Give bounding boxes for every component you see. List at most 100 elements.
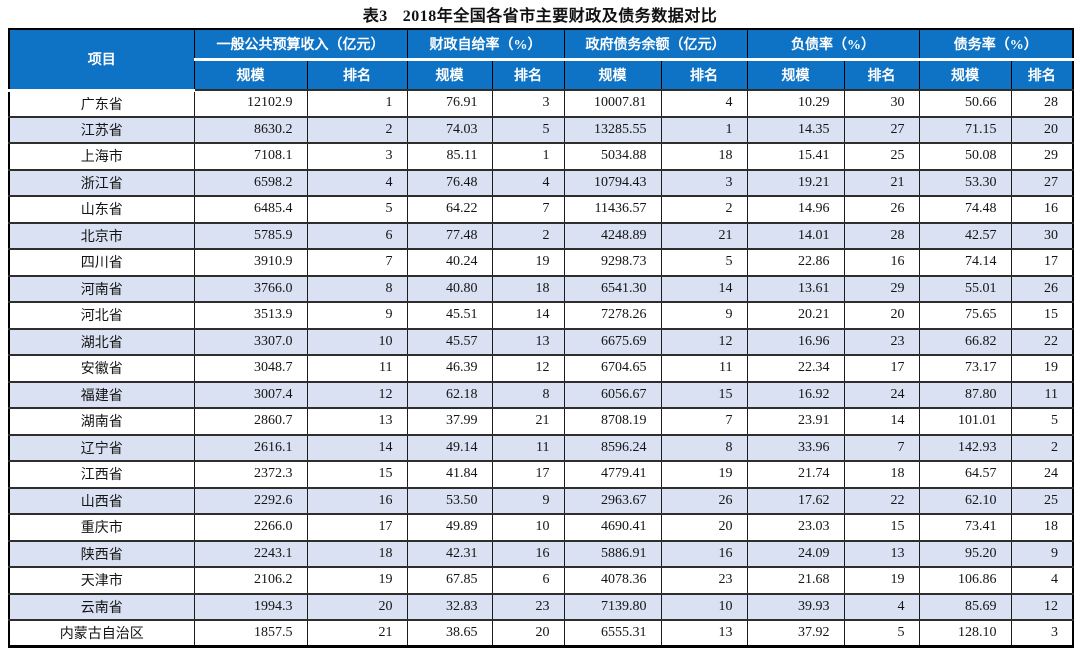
scale-cell: 71.15 [918, 115, 1012, 143]
scale-cell: 62.10 [918, 486, 1012, 514]
rank-cell: 15 [1010, 301, 1074, 329]
rank-cell: 3 [660, 168, 748, 196]
scale-cell: 3766.0 [193, 274, 308, 302]
scale-cell: 5034.88 [563, 142, 662, 170]
rank-cell: 18 [1010, 513, 1074, 541]
rank-cell: 16 [843, 248, 920, 276]
rank-cell: 17 [1010, 248, 1074, 276]
rank-cell: 29 [843, 274, 920, 302]
scale-cell: 21.68 [746, 566, 845, 594]
rank-cell: 2 [1010, 433, 1074, 461]
scale-cell: 6555.31 [563, 619, 662, 647]
table-row: 陕西省 2243.1 18 42.31 16 5886.91 16 24.09 13 95.20 9 [8, 539, 1074, 567]
scale-cell: 24.09 [746, 539, 845, 567]
scale-cell: 77.48 [406, 221, 493, 249]
table-row: 浙江省 6598.2 4 76.48 4 10794.43 3 19.21 21 53.30 27 [8, 168, 1074, 196]
scale-cell: 55.01 [918, 274, 1012, 302]
scale-cell: 64.57 [918, 460, 1012, 488]
rank-cell: 9 [660, 301, 748, 329]
rank-cell: 5 [843, 619, 920, 647]
header-sub-row: 规模 排名 规模 排名 规模 排名 规模 排名 规模 排名 [9, 59, 1074, 91]
rank-cell: 14 [660, 274, 748, 302]
rank-cell: 21 [843, 168, 920, 196]
scale-cell: 42.57 [918, 221, 1012, 249]
rank-cell: 8 [491, 380, 565, 408]
subheader-rank: 排名 [306, 59, 408, 91]
rank-cell: 25 [1010, 486, 1074, 514]
rank-cell: 13 [660, 619, 748, 647]
rank-cell: 14 [491, 301, 565, 329]
rank-cell: 30 [843, 89, 920, 117]
subheader-rank: 排名 [660, 59, 748, 91]
scale-cell: 2616.1 [193, 433, 308, 461]
rank-cell: 19 [660, 460, 748, 488]
scale-cell: 23.91 [746, 407, 845, 435]
header-group-row: 项目 一般公共预算收入（亿元） 财政自给率（%） 政府债务余额（亿元） 负债率（… [8, 28, 1074, 92]
rank-cell: 9 [306, 301, 408, 329]
rank-cell: 23 [660, 566, 748, 594]
scale-cell: 2266.0 [193, 513, 308, 541]
scale-cell: 12102.9 [193, 89, 308, 117]
rank-cell: 2 [660, 195, 748, 223]
rank-cell: 4 [306, 168, 408, 196]
scale-cell: 39.93 [746, 592, 845, 620]
province-cell: 陕西省 [8, 539, 195, 567]
rank-cell: 16 [491, 539, 565, 567]
rank-cell: 14 [306, 433, 408, 461]
scale-cell: 40.80 [406, 274, 493, 302]
province-cell: 江西省 [8, 460, 195, 488]
rank-cell: 8 [306, 274, 408, 302]
scale-cell: 85.69 [918, 592, 1012, 620]
subheader-rank: 排名 [1010, 59, 1074, 91]
scale-cell: 19.21 [746, 168, 845, 196]
rank-cell: 11 [1010, 380, 1074, 408]
rank-cell: 3 [306, 142, 408, 170]
province-cell: 上海市 [8, 142, 195, 170]
header-group-debt-ratio: 债务率（%） [918, 28, 1074, 61]
scale-cell: 6675.69 [563, 327, 662, 355]
scale-cell: 32.83 [406, 592, 493, 620]
rank-cell: 29 [1010, 142, 1074, 170]
rank-cell: 19 [843, 566, 920, 594]
province-cell: 江苏省 [8, 115, 195, 143]
scale-cell: 16.96 [746, 327, 845, 355]
rank-cell: 11 [491, 433, 565, 461]
table-title: 表3 2018年全国各省市主要财政及债务数据对比 [0, 2, 1080, 26]
scale-cell: 8596.24 [563, 433, 662, 461]
scale-cell: 6056.67 [563, 380, 662, 408]
scale-cell: 6541.30 [563, 274, 662, 302]
rank-cell: 14 [843, 407, 920, 435]
scale-cell: 6704.65 [563, 354, 662, 382]
rank-cell: 2 [491, 221, 565, 249]
scale-cell: 37.92 [746, 619, 845, 647]
scale-cell: 3007.4 [193, 380, 308, 408]
rank-cell: 19 [306, 566, 408, 594]
rank-cell: 16 [306, 486, 408, 514]
scale-cell: 14.35 [746, 115, 845, 143]
rank-cell: 23 [491, 592, 565, 620]
scale-cell: 9298.73 [563, 248, 662, 276]
table-row: 四川省 3910.9 7 40.24 19 9298.73 5 22.86 16 74.14 17 [8, 248, 1074, 276]
province-cell: 山西省 [8, 486, 195, 514]
table-row: 安徽省 3048.7 11 46.39 12 6704.65 11 22.34 17 73.17 1… [8, 354, 1074, 382]
rank-cell: 24 [843, 380, 920, 408]
rank-cell: 7 [491, 195, 565, 223]
rank-cell: 18 [660, 142, 748, 170]
rank-cell: 21 [306, 619, 408, 647]
rank-cell: 16 [1010, 195, 1074, 223]
province-cell: 福建省 [8, 380, 195, 408]
scale-cell: 46.39 [406, 354, 493, 382]
rank-cell: 17 [843, 354, 920, 382]
rank-cell: 11 [306, 354, 408, 382]
rank-cell: 5 [306, 195, 408, 223]
scale-cell: 38.65 [406, 619, 493, 647]
scale-cell: 13285.55 [563, 115, 662, 143]
province-cell: 安徽省 [8, 354, 195, 382]
rank-cell: 26 [660, 486, 748, 514]
scale-cell: 62.18 [406, 380, 493, 408]
rank-cell: 19 [491, 248, 565, 276]
scale-cell: 40.24 [406, 248, 493, 276]
province-cell: 重庆市 [8, 513, 195, 541]
scale-cell: 6598.2 [193, 168, 308, 196]
scale-cell: 17.62 [746, 486, 845, 514]
